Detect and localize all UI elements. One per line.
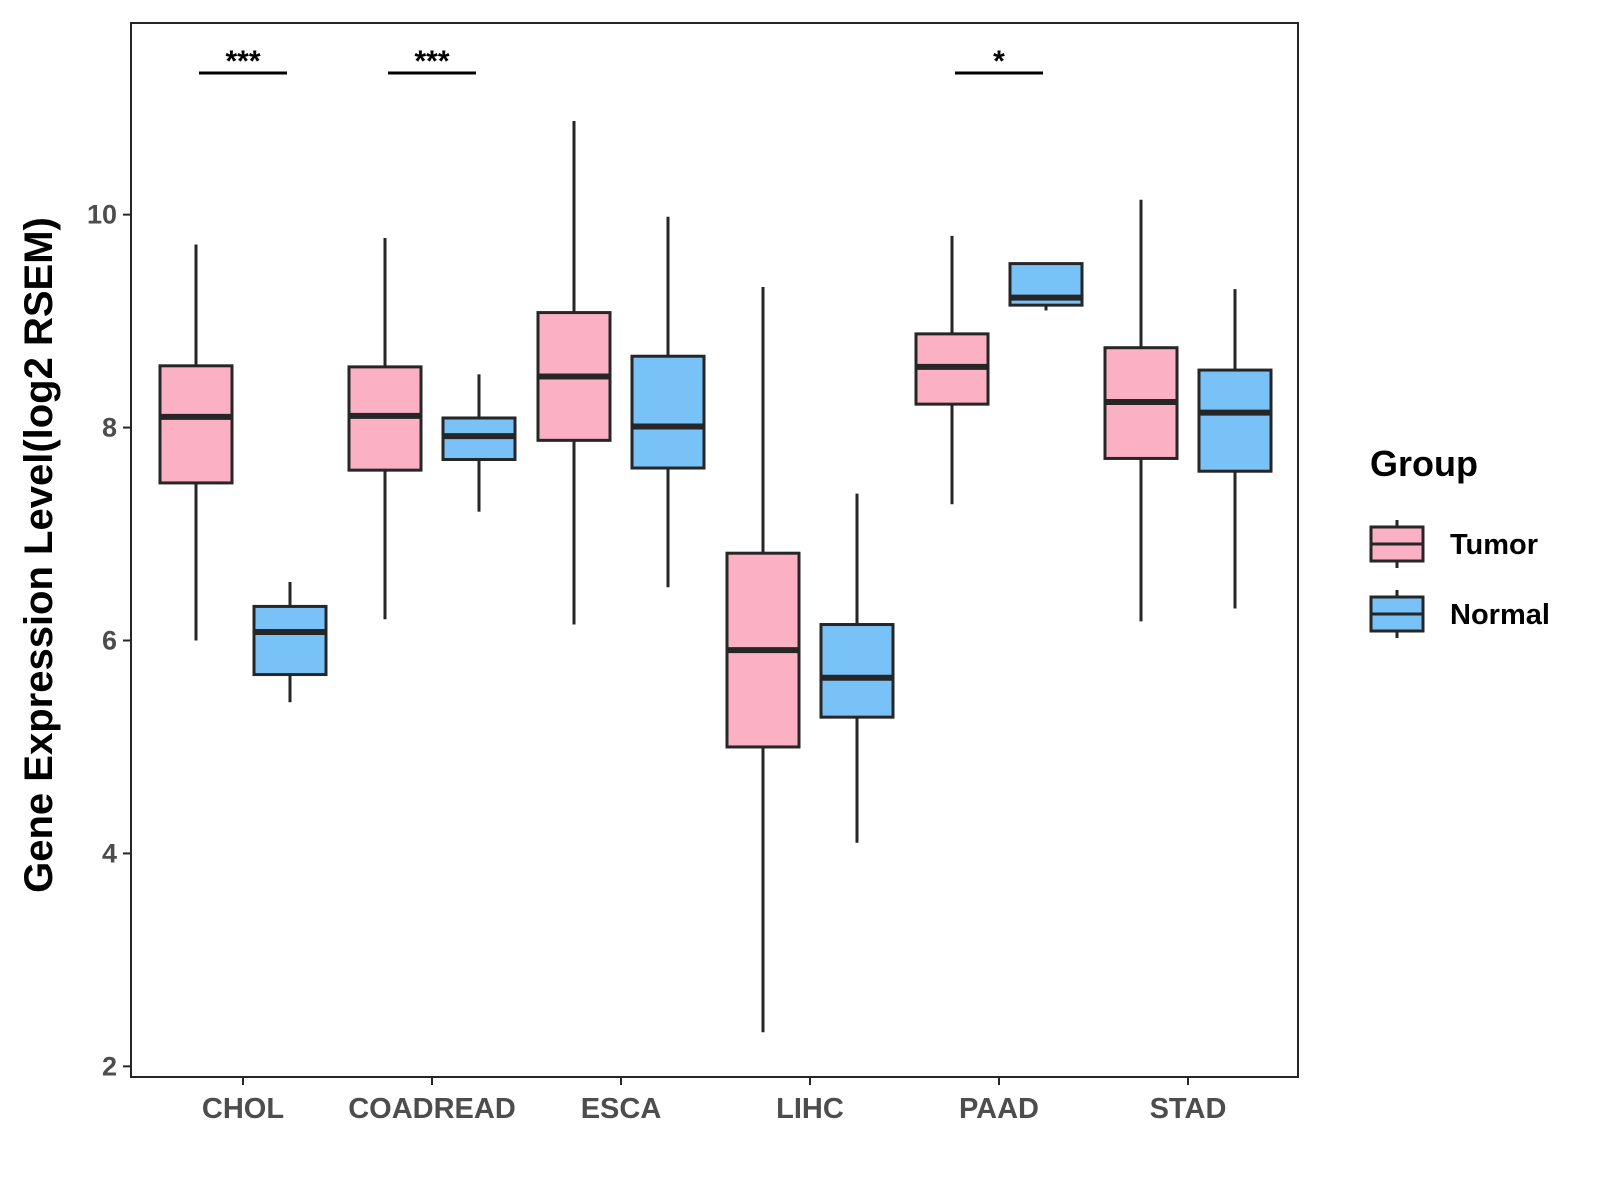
box-iqr xyxy=(1197,368,1273,473)
x-axis: CHOL COADREAD ESCA LIHC PAAD STAD xyxy=(202,1077,1226,1125)
y-tick-label: 4 xyxy=(102,838,117,868)
y-axis-title: Gene Expression Level(log2 RSEM) xyxy=(17,217,61,893)
panel-border xyxy=(130,22,1299,1078)
boxes xyxy=(158,120,1273,1033)
box-tumor-paad xyxy=(914,235,990,505)
significance-label: *** xyxy=(414,45,449,78)
significance-label: * xyxy=(993,45,1005,78)
box-normal-lihc xyxy=(819,493,895,843)
box-tumor-esca xyxy=(536,120,612,625)
significance-annotations: *** *** * xyxy=(199,45,1043,78)
box-normal-esca xyxy=(630,216,706,588)
y-tick-label: 2 xyxy=(102,1051,117,1081)
x-tick-label: CHOL xyxy=(202,1093,284,1125)
legend: Group Tumor Normal xyxy=(1369,443,1550,638)
plot-panel xyxy=(130,22,1299,1078)
significance-chol: *** xyxy=(199,45,287,78)
y-axis: 2 4 6 8 10 xyxy=(87,200,131,1081)
significance-coadread: *** xyxy=(388,45,476,78)
legend-label: Tumor xyxy=(1450,529,1538,561)
x-tick-label: ESCA xyxy=(581,1093,662,1125)
legend-label: Normal xyxy=(1450,599,1550,631)
box-normal-stad xyxy=(1197,289,1273,609)
box-tumor-chol xyxy=(158,244,234,641)
box-tumor-stad xyxy=(1103,199,1179,622)
x-tick-label: LIHC xyxy=(776,1093,844,1125)
x-tick-label: STAD xyxy=(1150,1093,1227,1125)
box-tumor-lihc xyxy=(725,287,801,1033)
x-tick-label: COADREAD xyxy=(348,1093,516,1125)
box-normal-chol xyxy=(252,581,328,703)
y-tick-label: 6 xyxy=(102,625,117,655)
y-tick-label: 10 xyxy=(87,200,117,230)
box-iqr xyxy=(252,604,328,677)
box-iqr xyxy=(630,354,706,470)
y-tick-label: 8 xyxy=(102,413,117,443)
legend-entry-tumor: Tumor xyxy=(1369,520,1538,568)
significance-paad: * xyxy=(955,45,1043,78)
box-normal-paad xyxy=(1008,262,1084,311)
legend-title: Group xyxy=(1370,443,1478,484)
x-tick-label: PAAD xyxy=(959,1093,1039,1125)
box-normal-coadread xyxy=(441,374,517,512)
box-iqr xyxy=(819,623,895,719)
legend-entry-normal: Normal xyxy=(1369,590,1550,638)
box-tumor-coadread xyxy=(347,238,423,620)
significance-label: *** xyxy=(225,45,260,78)
box-iqr xyxy=(158,364,234,485)
